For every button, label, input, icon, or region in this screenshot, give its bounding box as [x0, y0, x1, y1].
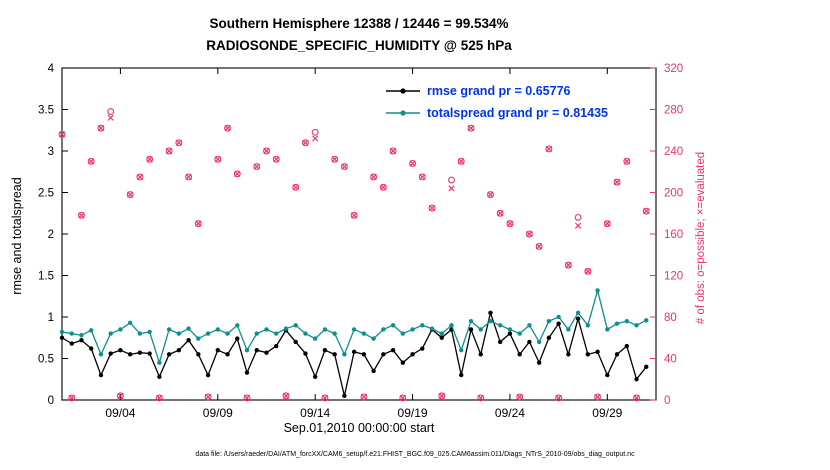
- svg-text:0.5: 0.5: [38, 354, 54, 366]
- svg-text:1.5: 1.5: [38, 271, 54, 283]
- svg-text:200: 200: [664, 188, 683, 200]
- svg-text:2.5: 2.5: [38, 188, 54, 200]
- svg-text:09/19: 09/19: [398, 406, 428, 420]
- svg-text:80: 80: [664, 312, 677, 324]
- svg-text:120: 120: [664, 271, 683, 283]
- svg-text:280: 280: [664, 105, 683, 117]
- svg-text:320: 320: [664, 63, 683, 75]
- y-axis-label-left-text: rmse and totalspread: [10, 177, 24, 295]
- svg-text:1: 1: [48, 312, 54, 324]
- svg-text:totalspread grand pr = 0.81435: totalspread grand pr = 0.81435: [427, 106, 608, 120]
- svg-text:40: 40: [664, 354, 677, 366]
- svg-text:0: 0: [48, 395, 54, 407]
- svg-text:09/29: 09/29: [592, 406, 622, 420]
- data-file-caption: data file: /Users/raeder/DAI/ATM_forcXX/…: [195, 451, 635, 458]
- svg-text:09/04: 09/04: [105, 406, 135, 420]
- chart-subtitle: RADIOSONDE_SPECIFIC_HUMIDITY @ 525 hPa: [206, 38, 512, 53]
- svg-text:rmse grand pr = 0.65776: rmse grand pr = 0.65776: [427, 84, 571, 98]
- y-axis-label-right-text: # of obs: o=possible; ×=evaluated: [695, 151, 707, 325]
- svg-text:3: 3: [48, 146, 54, 158]
- svg-text:4: 4: [48, 63, 55, 75]
- svg-text:09/14: 09/14: [300, 406, 330, 420]
- x-axis-label: Sep.01,2010 00:00:00 start: [283, 421, 435, 435]
- chart-title: Southern Hemisphere 12388 / 12446 = 99.5…: [209, 16, 509, 31]
- svg-text:160: 160: [664, 229, 683, 241]
- svg-text:2: 2: [48, 229, 54, 241]
- svg-text:09/24: 09/24: [495, 406, 525, 420]
- svg-text:0: 0: [664, 395, 670, 407]
- svg-text:240: 240: [664, 146, 683, 158]
- svg-text:3.5: 3.5: [38, 105, 54, 117]
- svg-text:09/09: 09/09: [203, 406, 233, 420]
